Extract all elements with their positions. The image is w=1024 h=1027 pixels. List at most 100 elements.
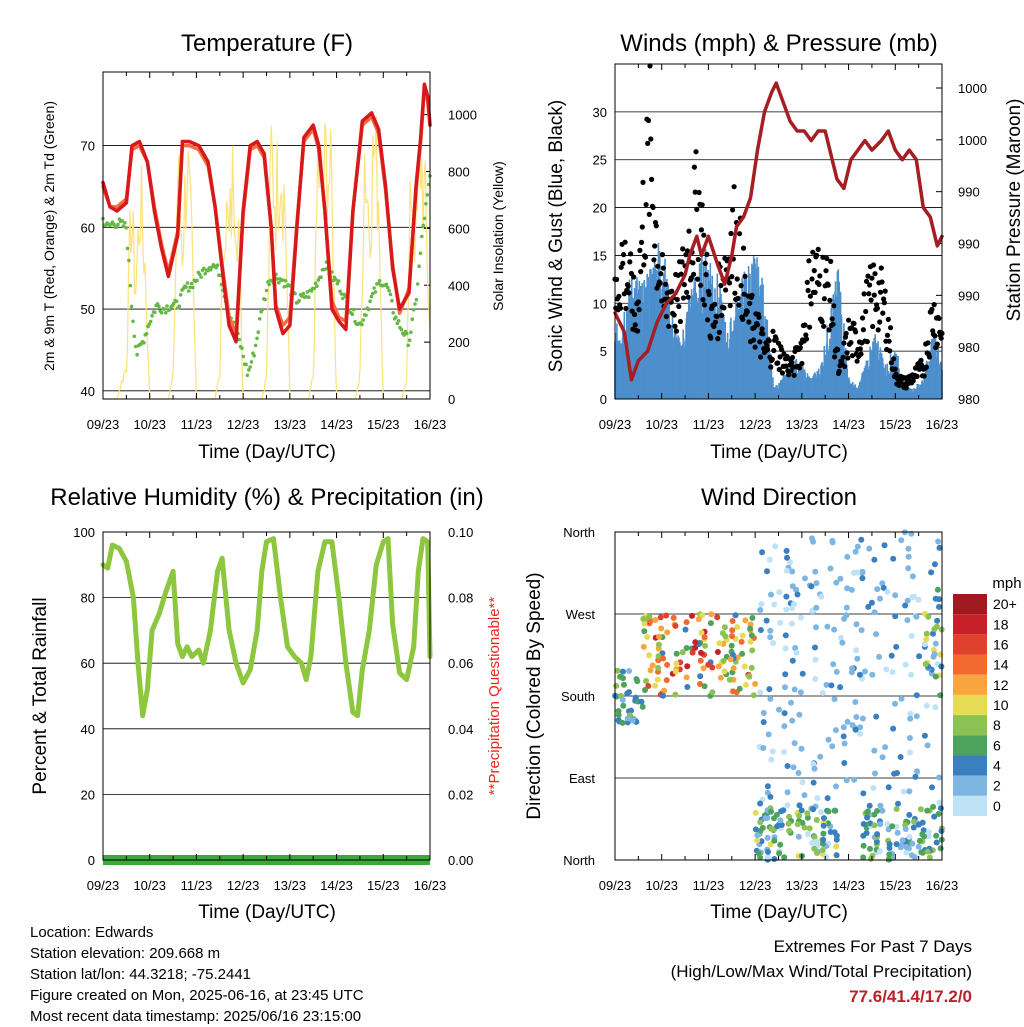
- direction-point: [783, 593, 790, 600]
- dewpoint-point: [341, 296, 345, 301]
- gust-point: [823, 268, 829, 274]
- colorbar-label: 14: [993, 657, 1009, 673]
- gust-point: [765, 346, 771, 353]
- gust-point: [648, 136, 654, 142]
- direction-point: [837, 575, 844, 582]
- gust-point: [925, 340, 931, 346]
- dewpoint-point: [248, 365, 252, 369]
- direction-point: [889, 669, 896, 675]
- gust-point: [749, 292, 755, 298]
- humidity-xtick-label: 12/23: [227, 878, 260, 893]
- gust-point: [685, 294, 691, 300]
- direction-point: [789, 568, 796, 575]
- direction-point: [707, 620, 714, 627]
- dewpoint-point: [415, 282, 420, 286]
- gust-point: [645, 117, 652, 124]
- gust-point: [865, 273, 871, 279]
- direction-point: [738, 638, 745, 645]
- gust-point: [726, 280, 733, 286]
- temperature-ytick-label: 40: [81, 384, 95, 399]
- direction-point: [841, 740, 848, 747]
- direction-point: [768, 591, 774, 598]
- direction-point: [766, 556, 773, 563]
- dewpoint-point: [195, 278, 199, 283]
- gust-point: [824, 255, 830, 262]
- gust-point: [836, 368, 842, 374]
- gust-point: [841, 340, 847, 346]
- direction-point: [913, 613, 920, 620]
- direction-point: [670, 614, 677, 621]
- gust-point: [797, 345, 803, 351]
- direction-point: [783, 547, 790, 554]
- temperature-panel: 40 50 60 70 0 200 400 600 800 1000 09/23 10/23 11/23…: [81, 71, 477, 432]
- direction-point: [871, 556, 878, 563]
- direction-point: [810, 779, 817, 786]
- gust-point: [766, 338, 772, 344]
- direction-point: [626, 668, 633, 674]
- humidity-title: Relative Humidity (%) & Precipitation (i…: [50, 484, 483, 511]
- gust-point: [756, 314, 762, 320]
- direction-point: [684, 663, 691, 670]
- direction-point: [933, 832, 940, 839]
- direction-point: [776, 706, 782, 713]
- direction-point: [932, 640, 939, 647]
- gust-point: [650, 204, 656, 210]
- dewpoint-point: [394, 315, 398, 320]
- winds-ylabel-left: Sonic Wind & Gust (Blue, Black): [546, 100, 567, 372]
- gust-point: [699, 202, 705, 208]
- dewpoint-point: [339, 292, 344, 296]
- direction-point: [742, 681, 749, 688]
- gust-point: [732, 290, 738, 296]
- direction-point: [757, 607, 764, 613]
- direction-point: [652, 682, 659, 689]
- gust-point: [788, 368, 794, 374]
- direction-point: [701, 683, 708, 690]
- direction-point: [810, 806, 817, 813]
- direction-point: [760, 745, 767, 751]
- direction-ytick-label: North: [563, 525, 595, 540]
- direction-point: [864, 814, 871, 821]
- gust-point: [727, 303, 733, 309]
- direction-point: [853, 647, 860, 654]
- gust-point: [848, 340, 854, 346]
- gust-point: [721, 305, 727, 311]
- direction-point: [909, 573, 916, 580]
- direction-point: [877, 595, 883, 602]
- gust-point: [903, 385, 909, 391]
- gust-point: [846, 317, 852, 323]
- direction-point: [645, 683, 652, 689]
- direction-point: [876, 848, 883, 855]
- gust-point: [663, 281, 669, 287]
- humidity-xtick-label: 16/23: [414, 878, 447, 893]
- dewpoint-point: [425, 193, 430, 197]
- gust-point: [744, 309, 751, 315]
- gust-point: [886, 338, 892, 344]
- direction-point: [841, 760, 848, 766]
- direction-point: [866, 545, 873, 552]
- direction-point: [652, 617, 659, 623]
- direction-point: [782, 632, 789, 639]
- direction-point: [909, 594, 916, 600]
- gust-point: [796, 365, 803, 371]
- gust-point: [804, 279, 810, 285]
- gust-point: [728, 230, 734, 237]
- direction-point: [697, 657, 704, 664]
- gust-point: [811, 268, 817, 274]
- direction-point: [864, 809, 871, 816]
- direction-point: [810, 761, 817, 767]
- colorbar-label: 4: [993, 758, 1001, 774]
- dewpoint-point: [417, 264, 421, 269]
- dewpoint-point: [405, 331, 409, 336]
- gust-point: [870, 262, 877, 268]
- direction-xtick-label: 15/23: [879, 878, 912, 893]
- station-info: Location: Edwards Station elevation: 209…: [30, 922, 364, 1027]
- dewpoint-point: [218, 273, 222, 278]
- dewpoint-point: [121, 224, 126, 228]
- temperature-y2tick-label: 400: [448, 278, 470, 293]
- direction-point: [621, 681, 627, 688]
- dewpoint-point: [366, 307, 371, 312]
- gust-point: [789, 354, 796, 361]
- gust-point: [625, 283, 631, 289]
- direction-point: [900, 788, 907, 795]
- gust-point: [747, 300, 753, 306]
